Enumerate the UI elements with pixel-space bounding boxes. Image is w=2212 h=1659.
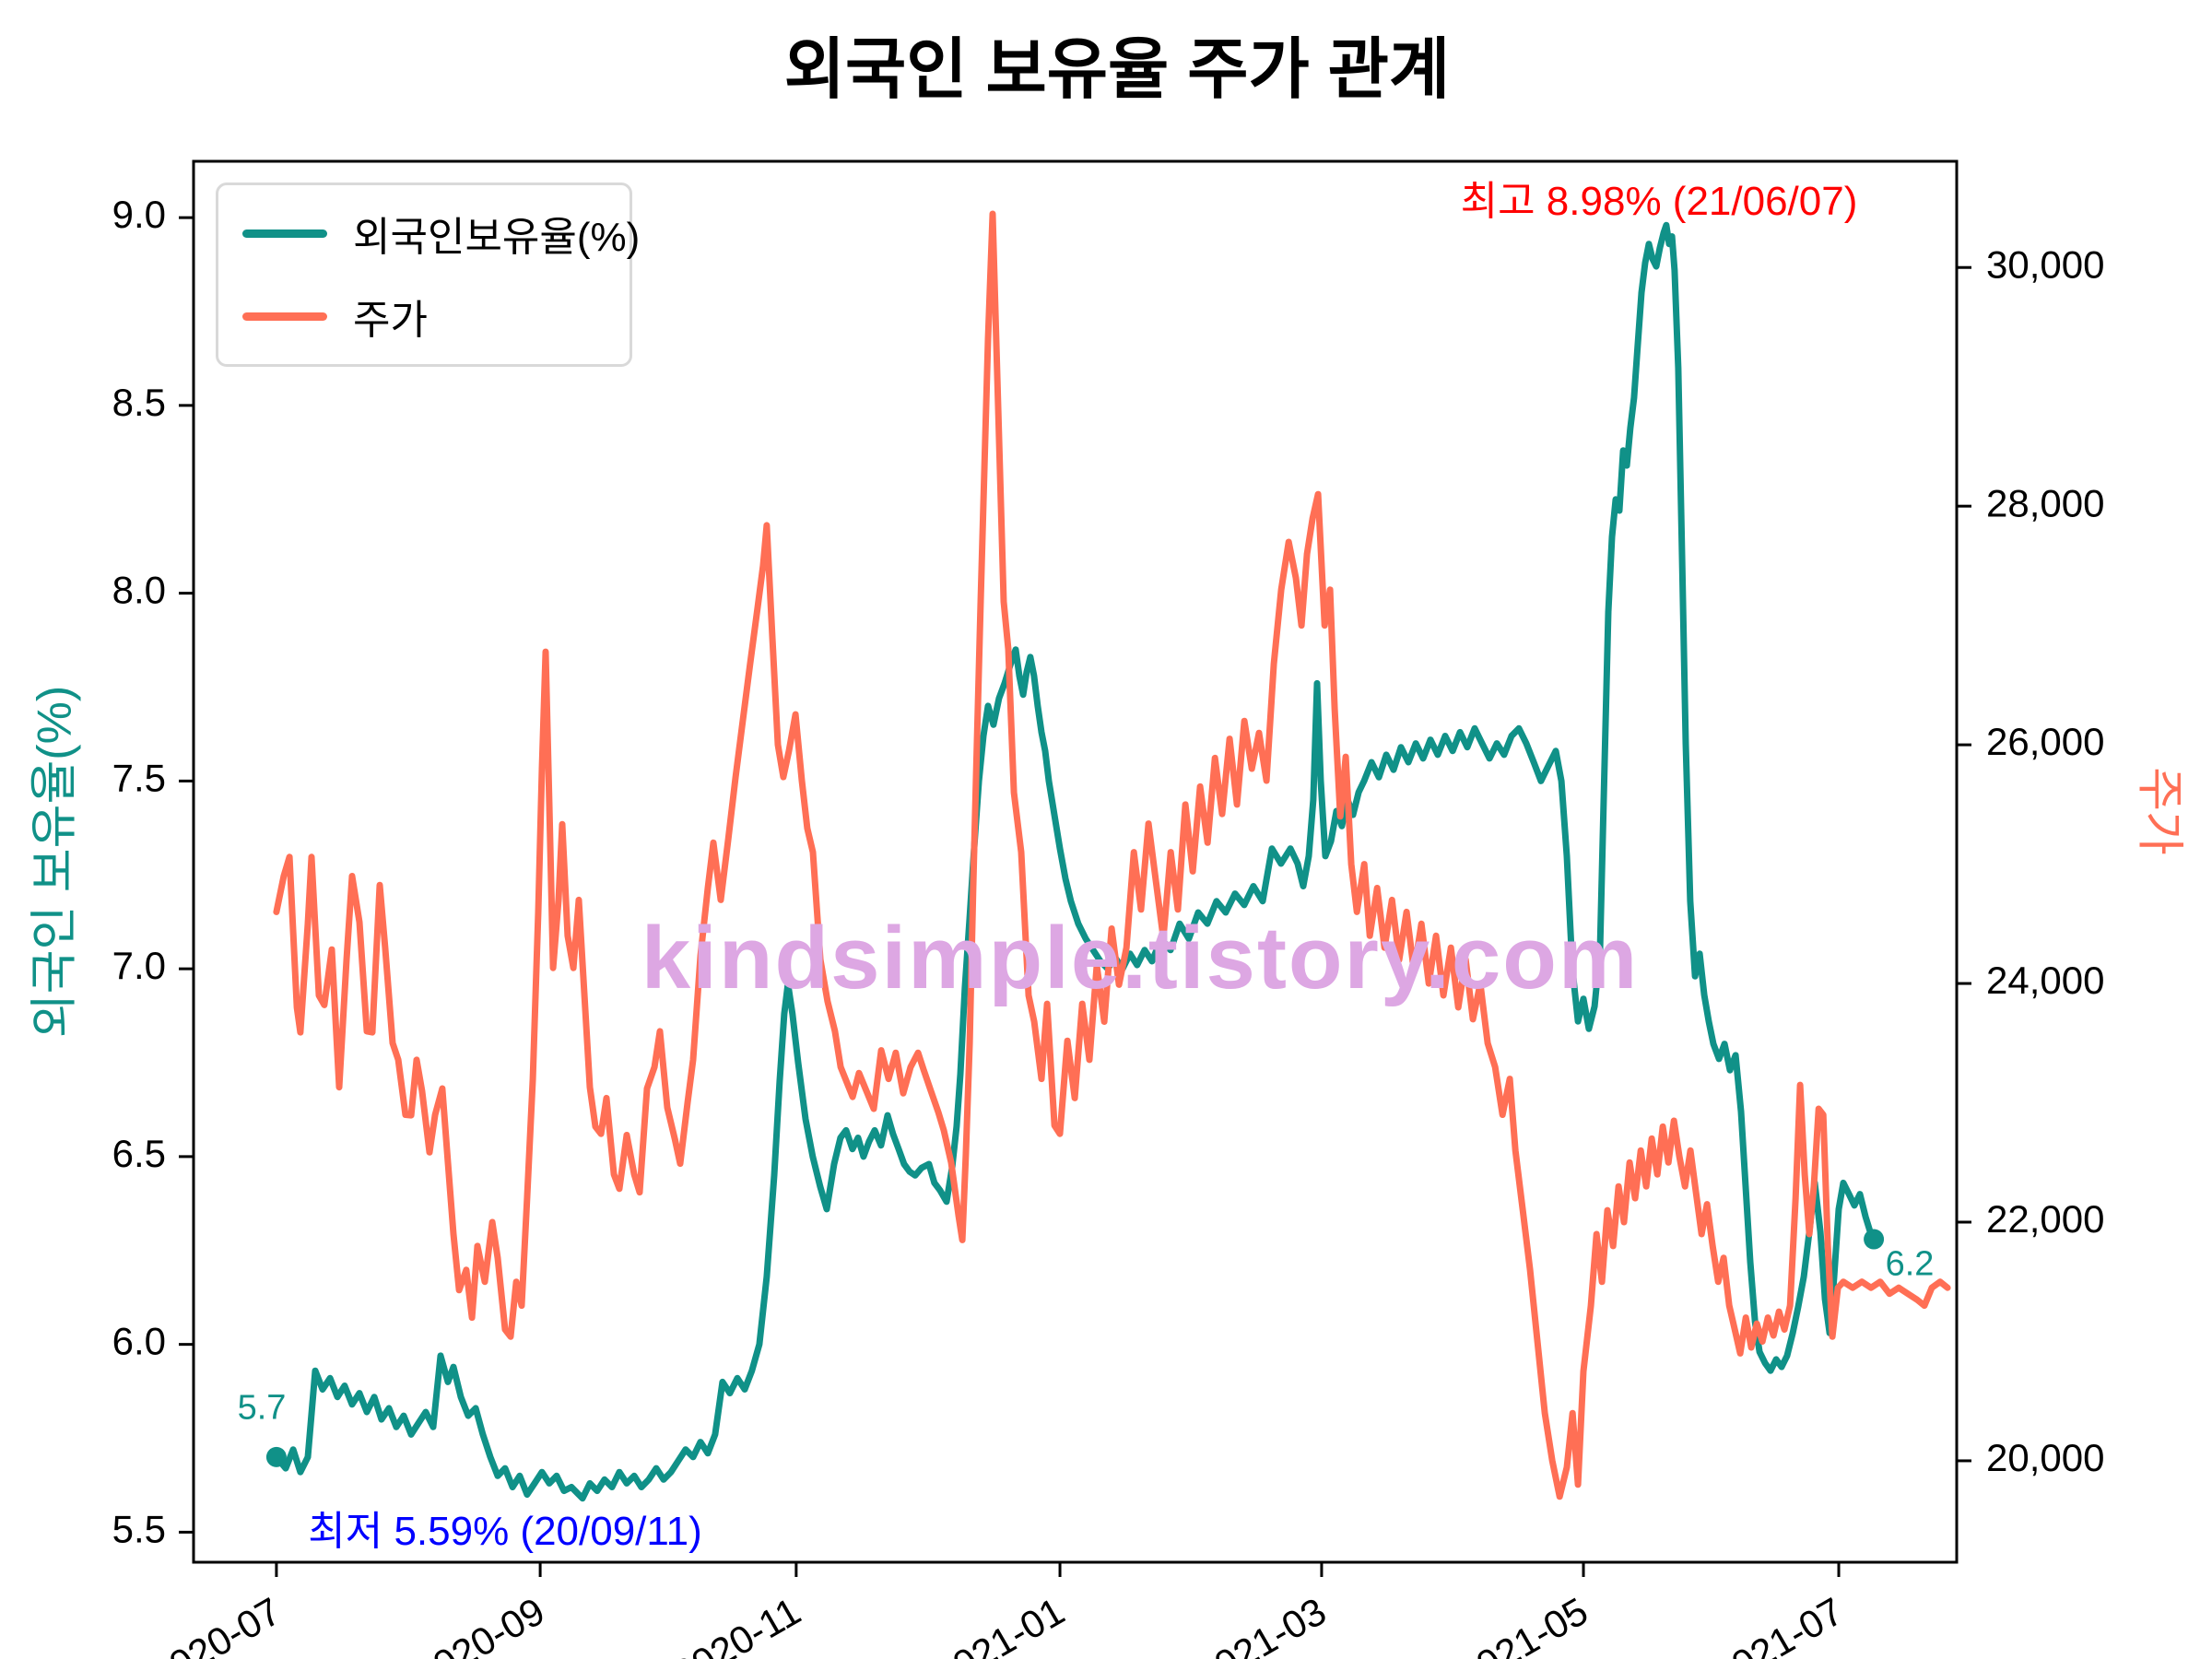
y-axis-tick-label-left: 6.5: [112, 1132, 166, 1175]
x-axis-tick-label: 2020-11: [665, 1589, 807, 1659]
y-axis-tick-label-left: 8.5: [112, 381, 166, 424]
legend: 외국인보유율(%) 주가: [216, 182, 640, 367]
watermark: kindsimple.tistory.com: [641, 909, 1640, 1007]
legend-item-price: 주가: [242, 287, 606, 346]
x-axis-tick-label: 2020-09: [407, 1589, 552, 1659]
x-axis-tick-label: 2020-07: [143, 1589, 288, 1659]
y-axis-tick-label-right: 22,000: [1986, 1197, 2104, 1241]
y-axis-tick-label-left: 7.5: [112, 756, 166, 799]
series-end-value-label: 6.2: [1885, 1244, 1935, 1284]
y-axis-tick-label-right: 26,000: [1986, 720, 2104, 763]
legend-swatch-price-icon: [242, 312, 327, 321]
x-axis-tick-label: 2021-01: [927, 1589, 1072, 1659]
y-axis-tick-label-right: 30,000: [1986, 242, 2104, 286]
legend-swatch-foreign-ownership-icon: [242, 229, 327, 238]
x-axis-tick-label: 2021-03: [1188, 1589, 1333, 1659]
annotation-max: 최고 8.98% (21/06/07): [1460, 179, 1858, 224]
y-axis-tick-label-left: 5.5: [112, 1507, 166, 1550]
legend-label-price: 주가: [353, 298, 428, 343]
y-axis-tick-label-right: 28,000: [1986, 481, 2104, 524]
annotation-min: 최저 5.59% (20/09/11): [308, 1509, 702, 1554]
left-axis-title: 외국인 보유율(%): [28, 685, 82, 1039]
series-start-value-label: 5.7: [237, 1388, 287, 1428]
y-axis-tick-label-left: 6.0: [112, 1320, 166, 1363]
legend-item-foreign-ownership: 외국인보유율(%): [242, 204, 640, 263]
y-axis-tick-label-left: 9.0: [112, 193, 166, 236]
legend-label-foreign-ownership: 외국인보유율(%): [353, 215, 641, 260]
right-axis-title: 주가: [2132, 767, 2186, 855]
plot-border: [192, 159, 1959, 1564]
y-axis-tick-label-right: 24,000: [1986, 959, 2104, 1002]
y-axis-tick-label-left: 7.0: [112, 944, 166, 987]
chart-title: 외국인 보유율 주가 관계: [783, 33, 1451, 107]
series-end-marker: [1864, 1229, 1885, 1250]
y-axis-tick-label-right: 20,000: [1986, 1436, 2104, 1479]
x-axis-tick-label: 2021-05: [1451, 1589, 1595, 1659]
series-start-marker: [265, 1446, 287, 1467]
x-axis-tick-label: 2021-07: [1706, 1589, 1851, 1659]
price-line: [273, 210, 1951, 1500]
y-axis-tick-label-left: 8.0: [112, 569, 166, 612]
